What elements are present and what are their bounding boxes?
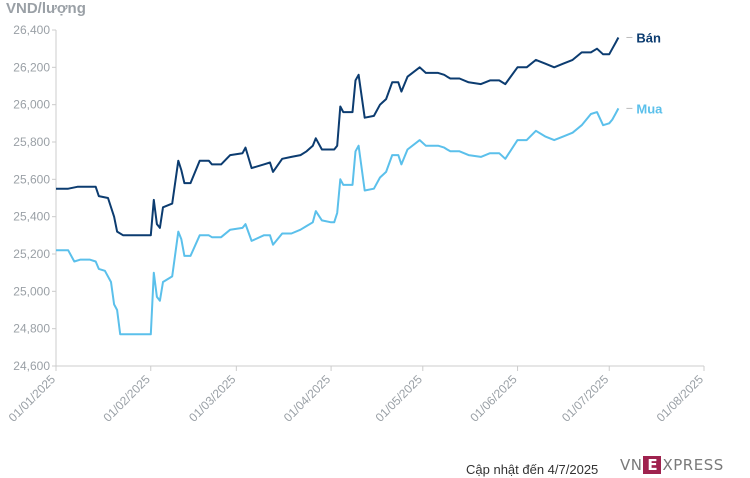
logo-xpress: XPRESS bbox=[662, 456, 724, 474]
x-tick-label: 01/07/2025 bbox=[559, 372, 612, 425]
y-tick-label: 25,000 bbox=[13, 284, 50, 298]
y-tick-label: 24,600 bbox=[13, 359, 50, 373]
logo-e-box: E bbox=[643, 456, 662, 474]
y-axis-title: VND/lượng bbox=[6, 0, 86, 17]
series-labels: Bán Mua bbox=[626, 30, 663, 116]
x-tick-label: 01/02/2025 bbox=[101, 372, 154, 425]
series-line-ban bbox=[56, 37, 620, 237]
logo-vn: VN bbox=[620, 456, 643, 474]
x-tick-label: 01/08/2025 bbox=[654, 372, 707, 425]
update-note: Cập nhật đến 4/7/2025 bbox=[466, 462, 599, 477]
series-label: Bán bbox=[636, 30, 661, 45]
y-tick-label: 25,400 bbox=[13, 210, 50, 224]
x-tick-label: 01/04/2025 bbox=[281, 372, 334, 425]
chart-series bbox=[56, 37, 620, 336]
y-tick-label: 24,800 bbox=[13, 322, 50, 336]
y-tick-label: 25,800 bbox=[13, 135, 50, 149]
x-tick-label: 01/03/2025 bbox=[186, 372, 239, 425]
x-tick-label: 01/06/2025 bbox=[467, 372, 520, 425]
y-tick-label: 26,000 bbox=[13, 98, 50, 112]
series-label: Mua bbox=[636, 101, 663, 116]
y-tick-label: 25,200 bbox=[13, 247, 50, 261]
x-tick-label: 01/01/2025 bbox=[6, 372, 59, 425]
x-tick-label: 01/05/2025 bbox=[373, 372, 426, 425]
y-tick-label: 25,600 bbox=[13, 172, 50, 186]
vnexpress-logo: VN E XPRESS bbox=[620, 455, 724, 475]
y-tick-label: 26,400 bbox=[13, 23, 50, 37]
y-tick-label: 26,200 bbox=[13, 60, 50, 74]
series-line-mua bbox=[56, 107, 620, 336]
